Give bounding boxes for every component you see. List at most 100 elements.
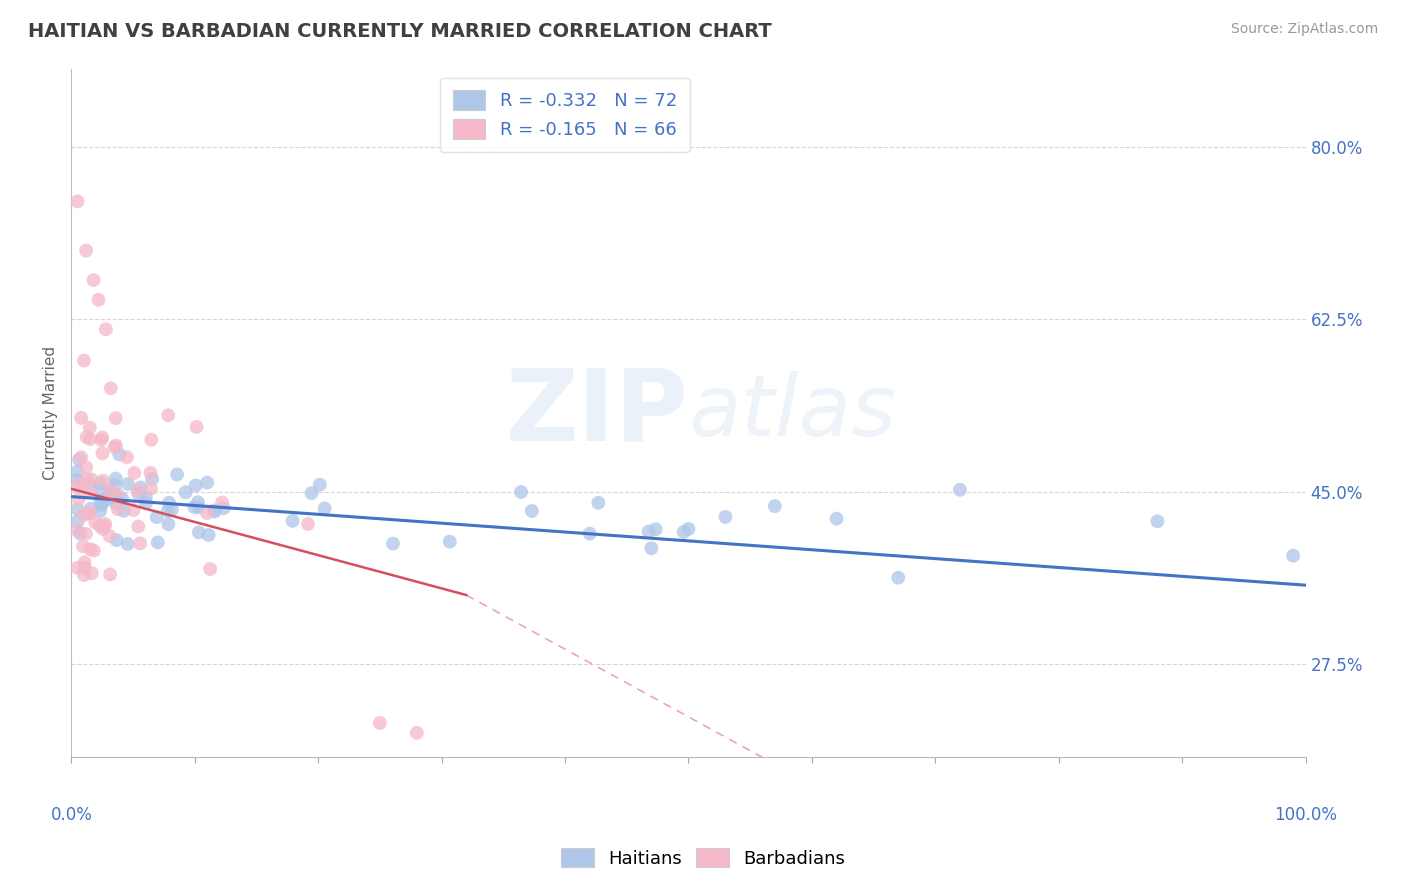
Point [75, 526, 97, 541]
Point [112, 504, 135, 518]
Point [100, 483, 122, 498]
Point [93, 519, 115, 533]
Point [66, 515, 89, 529]
Point [79, 542, 101, 557]
Point [98, 567, 121, 582]
Point [129, 480, 152, 494]
Text: HAITIAN VS BARBADIAN CURRENTLY MARRIED CORRELATION CHART: HAITIAN VS BARBADIAN CURRENTLY MARRIED C… [28, 22, 772, 41]
Point [141, 433, 163, 447]
Point [66, 523, 89, 537]
Point [183, 500, 205, 514]
Point [103, 441, 125, 455]
Point [297, 516, 319, 531]
Point [67, 492, 90, 507]
Point [108, 447, 131, 461]
Point [145, 510, 167, 524]
Point [139, 482, 162, 496]
Point [97, 491, 120, 505]
Point [73, 561, 96, 575]
Point [66, 502, 89, 516]
Point [77, 477, 100, 491]
Point [104, 478, 127, 492]
Point [100, 381, 122, 395]
Y-axis label: Currently Married: Currently Married [44, 346, 58, 480]
Point [87, 293, 110, 307]
Point [146, 535, 169, 549]
Point [156, 504, 179, 518]
Point [122, 503, 145, 517]
Point [714, 509, 737, 524]
Point [588, 496, 610, 510]
Point [73, 568, 96, 582]
Point [69, 526, 91, 541]
Point [578, 526, 600, 541]
Point [117, 477, 139, 491]
Point [198, 562, 221, 576]
Point [127, 483, 149, 498]
Point [301, 486, 323, 500]
Point [382, 536, 405, 550]
Text: 0.0%: 0.0% [51, 805, 93, 823]
Point [91, 446, 114, 460]
Point [672, 524, 695, 539]
Point [520, 504, 543, 518]
Text: atlas: atlas [689, 371, 897, 454]
Point [406, 726, 429, 740]
Point [439, 534, 461, 549]
Point [70, 476, 93, 491]
Point [637, 524, 659, 539]
Point [135, 496, 157, 510]
Point [89, 504, 111, 518]
Point [104, 472, 127, 486]
Point [510, 485, 533, 500]
Text: ZIP: ZIP [506, 365, 689, 461]
Point [66, 473, 89, 487]
Point [160, 502, 183, 516]
Point [644, 522, 666, 536]
Point [139, 466, 162, 480]
Text: 100.0%: 100.0% [1274, 805, 1337, 823]
Point [124, 466, 146, 480]
Point [105, 533, 128, 547]
Point [195, 475, 218, 490]
Point [73, 353, 96, 368]
Point [640, 541, 662, 556]
Point [127, 519, 149, 533]
Point [79, 485, 101, 500]
Point [107, 488, 129, 502]
Text: Source: ZipAtlas.com: Source: ZipAtlas.com [1230, 22, 1378, 37]
Point [72, 508, 94, 523]
Point [79, 421, 101, 435]
Point [202, 503, 225, 517]
Point [187, 495, 209, 509]
Legend: R = -0.332   N = 72, R = -0.165   N = 66: R = -0.332 N = 72, R = -0.165 N = 66 [440, 78, 690, 152]
Point [184, 478, 207, 492]
Point [91, 474, 114, 488]
Point [67, 452, 90, 467]
Point [157, 517, 180, 532]
Point [166, 467, 188, 482]
Point [115, 450, 138, 465]
Point [308, 477, 330, 491]
Point [75, 472, 97, 486]
Point [211, 495, 233, 509]
Point [128, 487, 150, 501]
Point [1282, 549, 1305, 563]
Point [83, 273, 105, 287]
Point [763, 499, 786, 513]
Point [105, 497, 128, 511]
Point [91, 522, 114, 536]
Point [76, 430, 98, 444]
Point [129, 536, 152, 550]
Point [117, 537, 139, 551]
Point [314, 501, 336, 516]
Point [90, 476, 112, 491]
Point [91, 496, 114, 510]
Point [70, 450, 93, 465]
Legend: Haitians, Barbadians: Haitians, Barbadians [550, 837, 856, 879]
Point [90, 498, 112, 512]
Point [678, 522, 700, 536]
Point [187, 500, 209, 515]
Point [94, 517, 117, 532]
Point [197, 528, 219, 542]
